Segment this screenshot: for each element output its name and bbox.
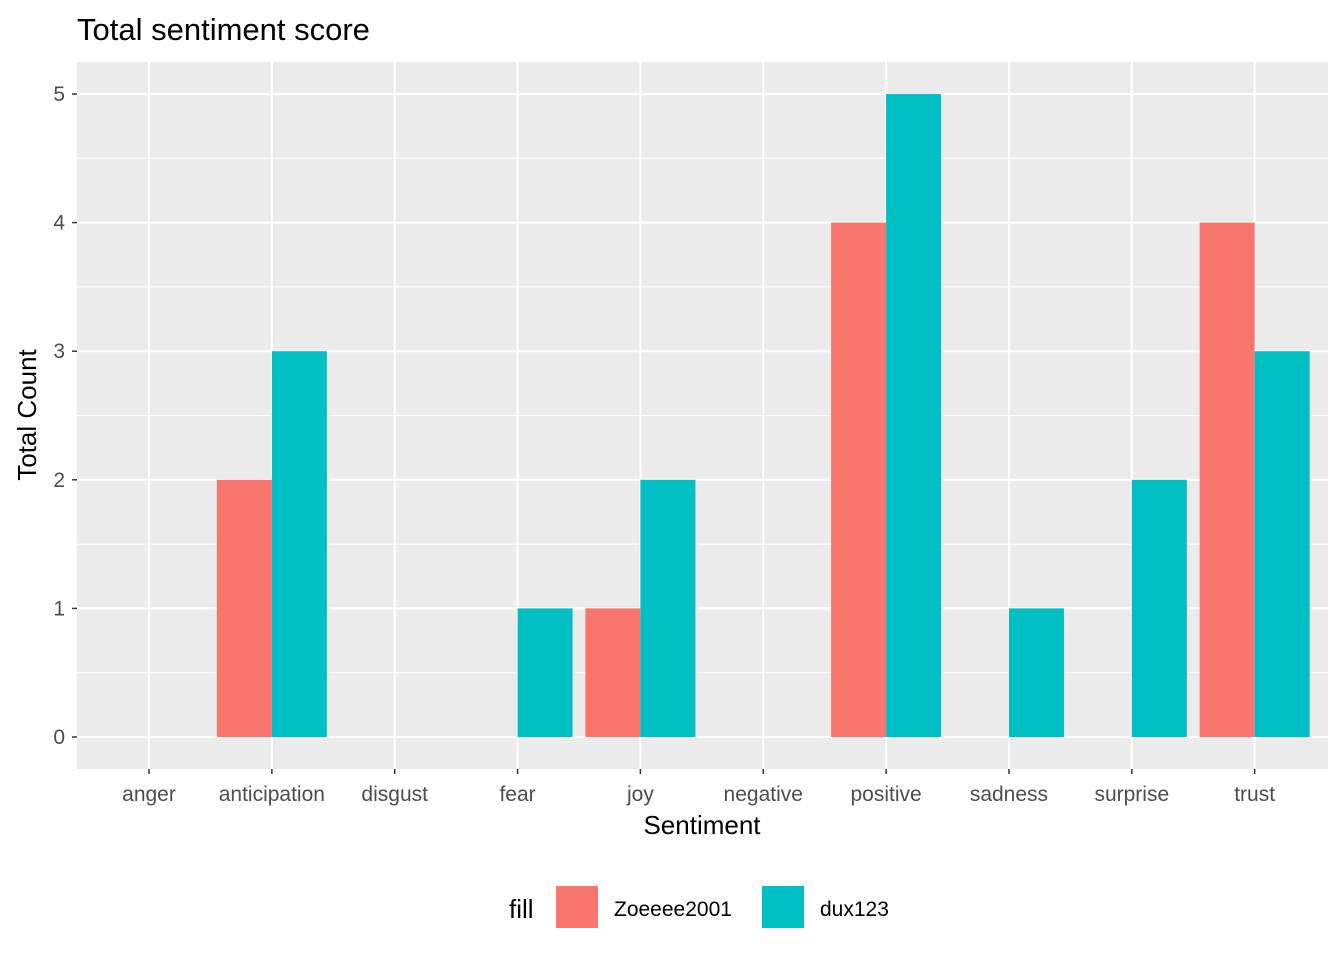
y-tick-label: 2 (53, 469, 65, 492)
bar (517, 608, 573, 737)
bar (216, 479, 272, 737)
y-tick-label: 1 (53, 597, 65, 620)
y-axis-title: Total Count (12, 348, 42, 480)
x-axis: anger anticipation disgust fear joy negative p… (122, 769, 1275, 806)
x-tick-label: surprise (1094, 783, 1169, 806)
legend-title: fill (509, 894, 534, 924)
y-tick-label: 3 (53, 340, 65, 363)
bar (271, 351, 327, 737)
x-tick-label: negative (724, 783, 803, 806)
y-tick-label: 0 (53, 726, 65, 749)
legend-label: dux123 (820, 898, 889, 921)
x-tick-label: anticipation (219, 783, 325, 806)
y-tick-label: 5 (53, 83, 65, 106)
bar (1008, 608, 1064, 737)
legend-key (762, 886, 804, 928)
y-axis: 0 1 2 3 4 5 (53, 83, 77, 749)
legend-key (556, 886, 598, 928)
x-tick-label: trust (1234, 783, 1275, 806)
bars (216, 94, 1310, 738)
bar (1131, 479, 1187, 737)
legend-items: Zoeeee2001 dux123 (556, 886, 889, 928)
legend-label: Zoeeee2001 (614, 898, 732, 921)
x-tick-label: anger (122, 783, 176, 806)
bar (831, 222, 887, 738)
chart-title: Total sentiment score (77, 12, 370, 47)
legend: fill Zoeeee2001 dux123 (509, 886, 889, 928)
x-axis-title: Sentiment (643, 810, 761, 840)
x-tick-label: joy (626, 783, 654, 806)
x-tick-label: disgust (361, 783, 428, 806)
y-tick-label: 4 (53, 212, 65, 235)
bar (585, 608, 641, 737)
x-tick-label: fear (499, 783, 535, 806)
bar (886, 94, 942, 737)
bar (1199, 222, 1255, 738)
x-tick-label: positive (850, 783, 921, 806)
x-tick-label: sadness (970, 783, 1048, 806)
bar (1254, 351, 1310, 737)
bar (640, 479, 696, 737)
